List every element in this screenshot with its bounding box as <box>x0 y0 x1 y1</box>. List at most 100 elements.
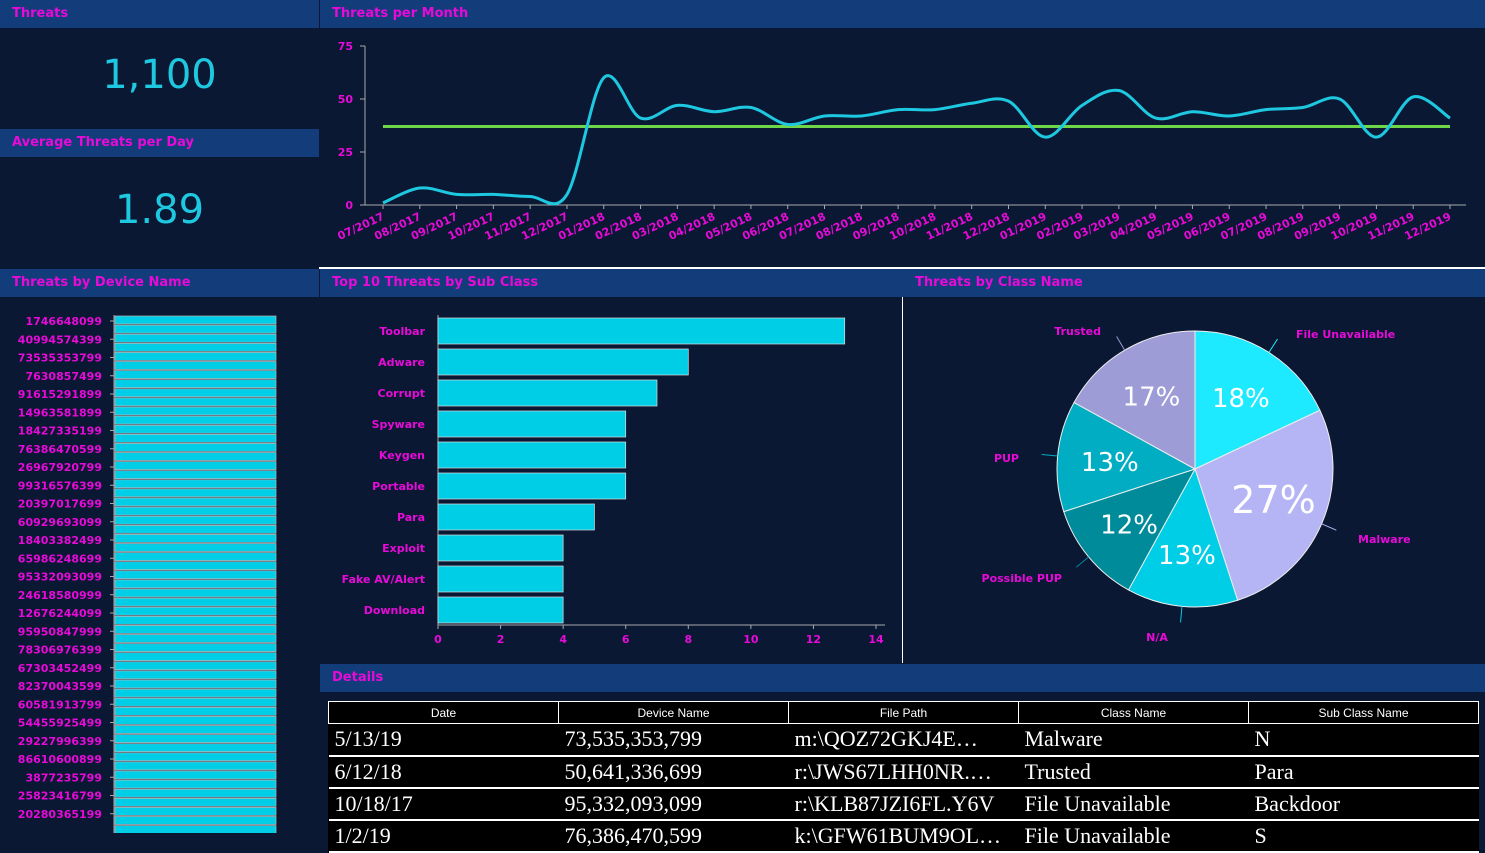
device-label: 26967920799 <box>18 461 102 474</box>
device-bar <box>114 734 277 743</box>
x-tick-label: 8 <box>684 633 692 646</box>
x-tick-label: 04/2019 <box>1108 210 1159 243</box>
x-tick-label: 07/2018 <box>777 210 828 243</box>
column-header[interactable]: File Path <box>788 701 1019 724</box>
x-tick-label: 10 <box>743 633 759 646</box>
device-bar <box>114 570 277 580</box>
y-tick-label: 75 <box>338 40 353 53</box>
subclass-label: Portable <box>372 480 425 493</box>
device-bar <box>114 661 277 671</box>
pie-label: File Unavailable <box>1296 328 1395 341</box>
pie-leader <box>1041 454 1058 457</box>
device-bar <box>114 342 277 352</box>
device-bar <box>114 488 277 498</box>
device-label: 78306976399 <box>18 644 102 657</box>
device-bar <box>114 543 277 552</box>
subclass-label: Adware <box>378 356 425 369</box>
device-bar <box>114 770 277 780</box>
threats-count: 1,100 <box>102 52 217 98</box>
pie-label: Possible PUP <box>982 572 1062 585</box>
pie-label: N/A <box>1146 631 1168 644</box>
pie-leader <box>1321 523 1337 531</box>
table-cell: 1/2/19 <box>328 819 559 853</box>
pie-label: PUP <box>994 452 1019 465</box>
table-cell: 50,641,336,699 <box>558 755 789 789</box>
subclass-label: Toolbar <box>379 325 425 338</box>
table-cell: N <box>1248 723 1479 757</box>
column-header[interactable]: Sub Class Name <box>1248 701 1479 724</box>
device-bar <box>114 816 277 825</box>
x-tick-label: 12/2019 <box>1403 210 1454 243</box>
subclass-bar <box>437 503 595 531</box>
x-tick-label: 4 <box>559 633 567 646</box>
x-tick-label: 02/2018 <box>593 210 644 243</box>
column-header[interactable]: Date <box>328 701 559 724</box>
device-bar <box>114 452 277 461</box>
table-row[interactable]: 5/13/19 73,535,353,799 m:\QOZ72GKJ4E… Malwa… <box>328 723 1479 757</box>
table-row[interactable]: 6/12/18 50,641,336,699 r:\JWS67LHH0NR.… Tru… <box>328 755 1479 789</box>
device-bar <box>114 333 277 343</box>
device-label: 18403382499 <box>18 534 102 547</box>
device-label: 40994574399 <box>18 333 102 346</box>
subclass-bar <box>437 596 564 624</box>
table-row[interactable]: 1/2/19 76,386,470,599 k:\GFW61BUM9OL… File … <box>328 819 1479 853</box>
table-cell: Backdoor <box>1248 787 1479 821</box>
device-bar <box>114 752 277 762</box>
subclass-bar <box>437 534 564 562</box>
table-cell: 76,386,470,599 <box>558 819 789 853</box>
device-bar <box>114 479 277 489</box>
device-bar <box>114 634 277 643</box>
device-label: 18427335199 <box>18 425 102 438</box>
subclass-bar <box>437 348 689 376</box>
x-tick-label: 03/2019 <box>1071 210 1122 243</box>
details-table: Date Device Name File Path Class Name Sub Cl… <box>328 701 1479 853</box>
table-cell: File Unavailable <box>1018 787 1249 821</box>
table-cell: Para <box>1248 755 1479 789</box>
panel-divider <box>902 297 903 663</box>
device-label: 60929693099 <box>18 516 102 529</box>
device-bar <box>114 761 277 771</box>
device-label: 1746648099 <box>25 315 102 328</box>
device-label: 7630857499 <box>25 370 102 383</box>
device-bar <box>114 688 277 698</box>
subclass-bar <box>437 472 627 500</box>
x-tick-label: 03/2018 <box>630 210 681 243</box>
device-label: 82370043599 <box>18 680 102 693</box>
device-bar <box>114 424 277 434</box>
device-label: 73535353799 <box>18 352 102 365</box>
subclass-bar <box>437 379 658 407</box>
table-cell: S <box>1248 819 1479 853</box>
y-tick-label: 50 <box>338 93 354 106</box>
device-bar <box>114 716 277 725</box>
x-tick-label: 07/2017 <box>336 210 387 243</box>
device-label: 12676244099 <box>18 607 102 620</box>
pie-leader <box>1268 338 1278 353</box>
device-bar <box>114 625 277 634</box>
x-tick-label: 10/2019 <box>1329 210 1380 243</box>
x-tick-label: 14 <box>868 633 884 646</box>
column-header[interactable]: Device Name <box>558 701 789 724</box>
device-bar <box>114 652 277 662</box>
device-bar <box>114 524 277 534</box>
device-bar <box>114 443 277 452</box>
column-header[interactable]: Class Name <box>1018 701 1249 724</box>
pie-percent: 13% <box>1158 541 1216 571</box>
table-cell: 5/13/19 <box>328 723 559 757</box>
subclass-label: Fake AV/Alert <box>342 573 425 586</box>
device-bar <box>114 615 277 625</box>
device-bar <box>114 679 277 689</box>
device-bar <box>114 352 277 361</box>
pie-leader <box>1076 556 1089 568</box>
device-bar <box>114 415 277 425</box>
device-bar <box>114 370 277 379</box>
table-row[interactable]: 10/18/17 95,332,093,099 r:\KLB87JZI6FL.Y6V… <box>328 787 1479 821</box>
x-tick-label: 10/2018 <box>887 210 938 243</box>
device-label: 29227996399 <box>18 735 102 748</box>
x-tick-label: 12 <box>806 633 821 646</box>
device-bar <box>114 552 277 561</box>
device-bar <box>114 388 277 398</box>
x-tick-label: 12/2018 <box>961 210 1012 243</box>
pie-leader <box>1116 336 1126 351</box>
x-tick-label: 02/2019 <box>1035 210 1086 243</box>
device-bar <box>114 470 277 480</box>
